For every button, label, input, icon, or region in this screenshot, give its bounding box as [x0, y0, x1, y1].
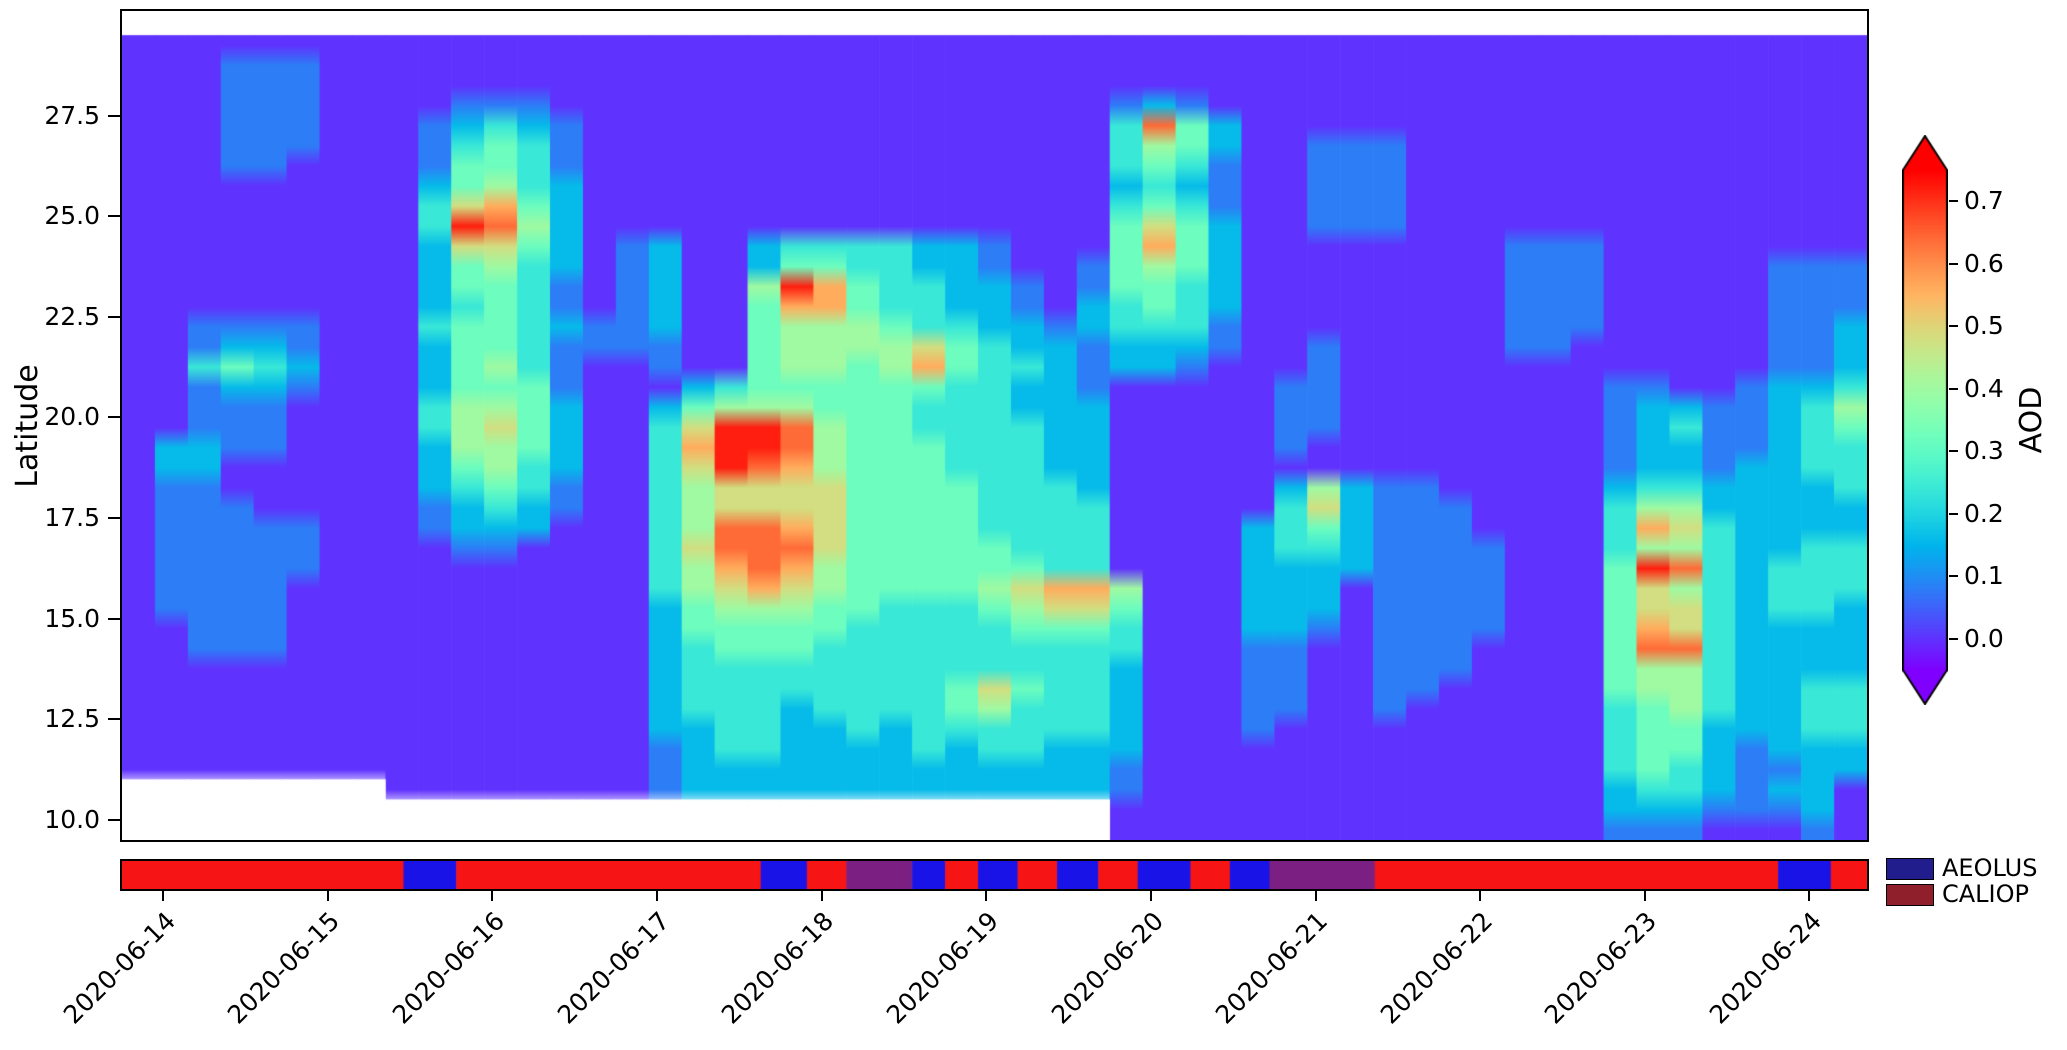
- x-tick-mark: [985, 891, 988, 901]
- colorbar-tick-mark: [1949, 512, 1958, 515]
- y-tick-label: 10.0: [44, 804, 100, 834]
- x-tick-mark: [326, 891, 329, 901]
- x-tick-mark: [491, 891, 494, 901]
- aeolus-legend-label: AEOLUS: [1942, 854, 2038, 882]
- aeolus-swatch: [1886, 858, 1934, 880]
- y-tick-label: 22.5: [44, 301, 100, 331]
- x-tick-mark: [1149, 891, 1152, 901]
- x-tick-mark: [820, 891, 823, 901]
- x-tick-mark: [1643, 891, 1646, 901]
- y-tick-label: 27.5: [44, 100, 100, 130]
- colorbar-tick-mark: [1949, 575, 1958, 578]
- aod-heatmap-canvas: [122, 11, 1867, 840]
- colorbar-tick-mark: [1949, 637, 1958, 640]
- y-tick-label: 17.5: [44, 503, 100, 533]
- colorbar-tick-mark: [1949, 325, 1958, 328]
- instrument-strip-canvas: [122, 861, 1867, 889]
- colorbar-label: AOD: [2014, 386, 2049, 454]
- y-tick-mark: [108, 114, 120, 117]
- y-tick-mark: [108, 315, 120, 318]
- colorbar-tick-label: 0.7: [1964, 186, 2004, 216]
- y-tick-label: 15.0: [44, 603, 100, 633]
- x-tick-mark: [162, 891, 165, 901]
- colorbar-tick-mark: [1949, 387, 1958, 390]
- x-tick-mark: [1314, 891, 1317, 901]
- colorbar-tick-mark: [1949, 262, 1958, 265]
- y-tick-mark: [108, 718, 120, 721]
- y-tick-mark: [108, 215, 120, 218]
- y-tick-mark: [108, 416, 120, 419]
- y-tick-label: 12.5: [44, 704, 100, 734]
- y-tick-label: 25.0: [44, 201, 100, 231]
- colorbar-tick-label: 0.4: [1964, 373, 2004, 403]
- colorbar-tick-mark: [1949, 450, 1958, 453]
- colorbar-tick-label: 0.5: [1964, 311, 2004, 341]
- colorbar-tick-label: 0.0: [1964, 623, 2004, 653]
- colorbar-tick-label: 0.3: [1964, 436, 2004, 466]
- caliop-legend-label: CALIOP: [1942, 880, 2029, 908]
- x-tick-mark: [656, 891, 659, 901]
- colorbar-tick-label: 0.6: [1964, 248, 2004, 278]
- colorbar-tick-mark: [1949, 200, 1958, 203]
- y-tick-mark: [108, 517, 120, 520]
- y-tick-mark: [108, 617, 120, 620]
- y-tick-label: 20.0: [44, 402, 100, 432]
- colorbar-tick-label: 0.1: [1964, 561, 2004, 591]
- y-tick-mark: [108, 818, 120, 821]
- y-axis-label: Latitude: [10, 363, 45, 488]
- x-tick-mark: [1808, 891, 1811, 901]
- caliop-swatch: [1886, 884, 1934, 906]
- colorbar-tick-label: 0.2: [1964, 498, 2004, 528]
- colorbar-canvas: [1902, 135, 1948, 705]
- x-tick-mark: [1479, 891, 1482, 901]
